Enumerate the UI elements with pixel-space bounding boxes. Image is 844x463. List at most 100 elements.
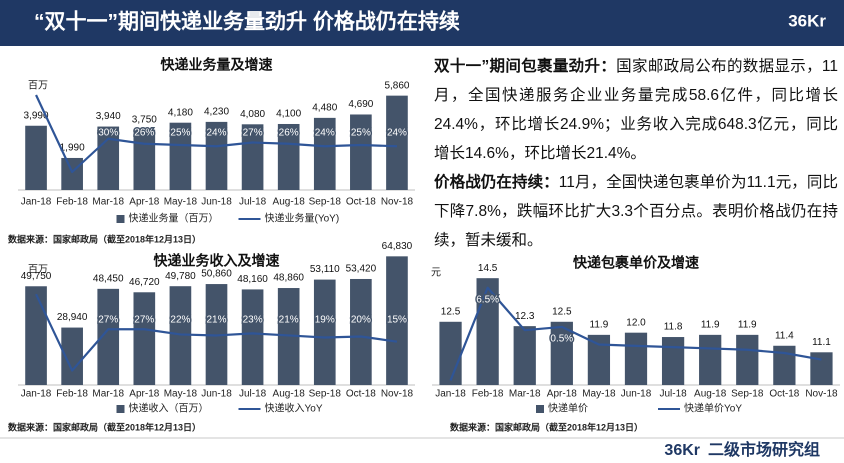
chart-title: 快递业务量及增速 (161, 57, 273, 73)
bar (205, 121, 228, 190)
x-tick-label: May-18 (164, 197, 198, 208)
line-value-label: 25% (351, 128, 371, 139)
legend-label: 快递收入（百万） (129, 402, 209, 415)
legend-swatch (536, 405, 544, 413)
bar (736, 334, 759, 385)
source-note: 数据来源：国家邮政局（截至2018年12月13日） (450, 421, 643, 432)
paragraph-head: 双十一”期间包裹量劲升： (434, 58, 617, 75)
unit-label: 元 (431, 268, 441, 279)
line-value-label: 27% (243, 128, 263, 139)
bar-value-label: 49,780 (165, 271, 196, 282)
bar-value-label: 4,080 (240, 109, 265, 120)
x-tick-label: Nov-18 (381, 197, 414, 208)
legend-label: 快递单价 (548, 402, 588, 415)
bar-value-label: 28,940 (57, 312, 88, 323)
header-band (0, 0, 844, 46)
chart-title: 快递业务收入及增速 (154, 253, 280, 269)
x-tick-label: Jan-18 (21, 197, 52, 208)
line-value-label: 26% (279, 128, 299, 139)
bar-value-label: 14.5 (478, 263, 498, 274)
yoy-line (35, 94, 397, 174)
page-title: “双十一”期间快递业务量劲升 价格战仍在持续 (34, 10, 460, 34)
line-value-label: 6.5% (476, 294, 499, 305)
source-note: 数据来源：国家邮政局（截至2018年12月13日） (8, 233, 201, 244)
bar (97, 288, 120, 385)
x-tick-label: Aug-18 (273, 197, 306, 208)
footer-logo: 36Kr (664, 442, 700, 459)
line-value-label: 20% (351, 315, 371, 326)
legend-swatch (116, 215, 125, 223)
line-value-label: 25% (170, 128, 190, 139)
bar-value-label: 11.8 (664, 322, 683, 333)
bar (661, 337, 685, 385)
line-value-label: 30% (98, 128, 118, 139)
bar-value-label: 11.9 (738, 320, 757, 331)
line-value-label: 23% (243, 315, 263, 326)
bar-value-label: 11.9 (590, 320, 609, 331)
x-tick-label: Jun-18 (201, 197, 232, 208)
bar (61, 157, 83, 190)
bar-value-label: 4,180 (168, 107, 193, 118)
legend-label: 快递业务量（百万） (129, 212, 219, 225)
x-tick-label: Oct-18 (346, 197, 376, 208)
bar-value-label: 53,110 (310, 264, 340, 275)
bar (133, 129, 156, 190)
bar (169, 122, 192, 190)
bar-value-label: 3,990 (24, 110, 49, 121)
bar-value-label: 3,750 (132, 114, 157, 125)
line-value-label: 21% (206, 315, 226, 326)
bar (773, 345, 796, 385)
bar-value-label: 5,860 (384, 80, 409, 91)
yoy-line (449, 286, 822, 381)
line-value-label: 26% (134, 128, 154, 139)
bar-value-label: 48,160 (237, 274, 268, 285)
bar-value-label: 1,990 (60, 143, 85, 154)
x-tick-label: May-18 (582, 389, 616, 400)
bar (241, 289, 264, 385)
bar-value-label: 4,480 (312, 103, 337, 114)
line-value-label: 24% (206, 128, 226, 139)
unit-label: 百万 (28, 80, 48, 92)
bar (25, 286, 47, 385)
bar (513, 326, 536, 385)
chart-title: 快递包裹单价及增速 (573, 255, 699, 271)
bar-value-label: 53,420 (346, 264, 377, 275)
x-tick-label: Nov-18 (805, 389, 838, 400)
x-tick-label: Aug-18 (273, 389, 306, 400)
x-tick-label: Jun-18 (621, 389, 652, 400)
bar-value-label: 3,940 (96, 111, 121, 122)
x-tick-label: Oct-18 (346, 389, 376, 400)
x-tick-label: Sep-18 (731, 389, 764, 400)
yoy-line (35, 293, 398, 372)
line-value-label: 19% (315, 315, 335, 326)
text-block: 双十一”期间包裹量劲升：国家邮政局公布的数据显示，11月，全国快递服务企业业务量… (434, 52, 838, 255)
x-tick-label: Feb-18 (472, 389, 504, 400)
bar-value-label: 64,830 (382, 241, 413, 252)
x-tick-label: Jul-18 (239, 389, 267, 400)
bar-value-label: 12.5 (441, 306, 461, 317)
x-tick-label: May-18 (164, 389, 198, 400)
bar-value-label: 12.5 (552, 306, 572, 317)
line-value-label: 15% (387, 315, 407, 326)
bar (350, 278, 372, 385)
bar (25, 125, 47, 190)
x-tick-label: Apr-18 (547, 389, 577, 400)
legend-label: 快递单价YoY (684, 402, 742, 415)
x-tick-label: Apr-18 (129, 389, 159, 400)
legend-swatch (116, 405, 125, 413)
x-tick-label: Jun-18 (201, 389, 232, 400)
logo: 36Kr (788, 11, 826, 30)
x-tick-label: Apr-18 (129, 197, 159, 208)
bar-value-label: 11.1 (812, 337, 831, 348)
paragraph: 价格战仍在持续：11月，全国快递包裹单价为11.1元，同比下降7.8%，跌幅环比… (434, 168, 838, 255)
x-tick-label: Sep-18 (309, 389, 342, 400)
bar (386, 95, 408, 190)
source-note: 数据来源：国家邮政局（截至2018年12月13日） (8, 421, 201, 432)
line-value-label: 21% (279, 315, 299, 326)
x-tick-label: Jul-18 (239, 197, 267, 208)
bar-value-label: 48,450 (93, 273, 124, 284)
x-tick-label: Oct-18 (769, 389, 799, 400)
paragraph-head: 价格战仍在持续： (434, 174, 559, 191)
